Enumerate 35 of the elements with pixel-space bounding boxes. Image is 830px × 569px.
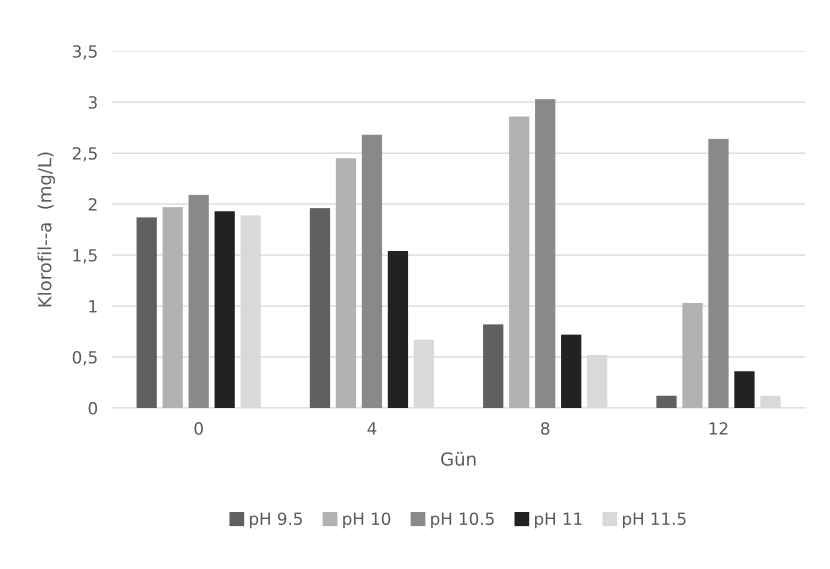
- bar: [561, 334, 582, 408]
- y-tick-label: 0: [88, 402, 98, 415]
- bar: [214, 211, 235, 408]
- legend-label: pH 11.5: [623, 512, 686, 528]
- bar: [362, 134, 382, 408]
- bar: [708, 138, 729, 408]
- y-tick-label: 1,5: [73, 249, 97, 264]
- bar: [336, 158, 356, 408]
- y-tick-label: 0,5: [72, 350, 97, 366]
- y-tick-label: 2,5: [72, 147, 97, 162]
- legend-label: pH 9.5: [250, 512, 302, 528]
- bar: [188, 194, 209, 408]
- y-tick-label: 3: [88, 96, 97, 109]
- y-tick-label: 3,5: [72, 45, 97, 60]
- legend-label: pH 10: [343, 512, 390, 528]
- x-tick-label: 8: [541, 422, 550, 435]
- x-axis-title: Gün: [441, 452, 476, 466]
- y-tick-label: 1: [89, 300, 97, 312]
- x-tick-label: 0: [194, 422, 203, 435]
- bar: [162, 207, 183, 408]
- bar: [136, 217, 157, 408]
- x-tick-label: 4: [367, 422, 376, 435]
- legend-label: pH 11: [535, 512, 582, 528]
- y-tick-label: 2: [88, 198, 96, 210]
- bar: [656, 396, 677, 408]
- bar: [483, 324, 504, 408]
- bar: [388, 250, 408, 408]
- bar: [509, 116, 530, 408]
- x-tick-label: 12: [710, 422, 728, 435]
- bar: [734, 371, 755, 408]
- bar: [310, 208, 330, 408]
- legend-label: pH 10.5: [431, 512, 494, 528]
- bar: [535, 99, 556, 408]
- y-axis-title: Klorofil--a (mg/L): [38, 152, 55, 306]
- bar: [682, 302, 703, 408]
